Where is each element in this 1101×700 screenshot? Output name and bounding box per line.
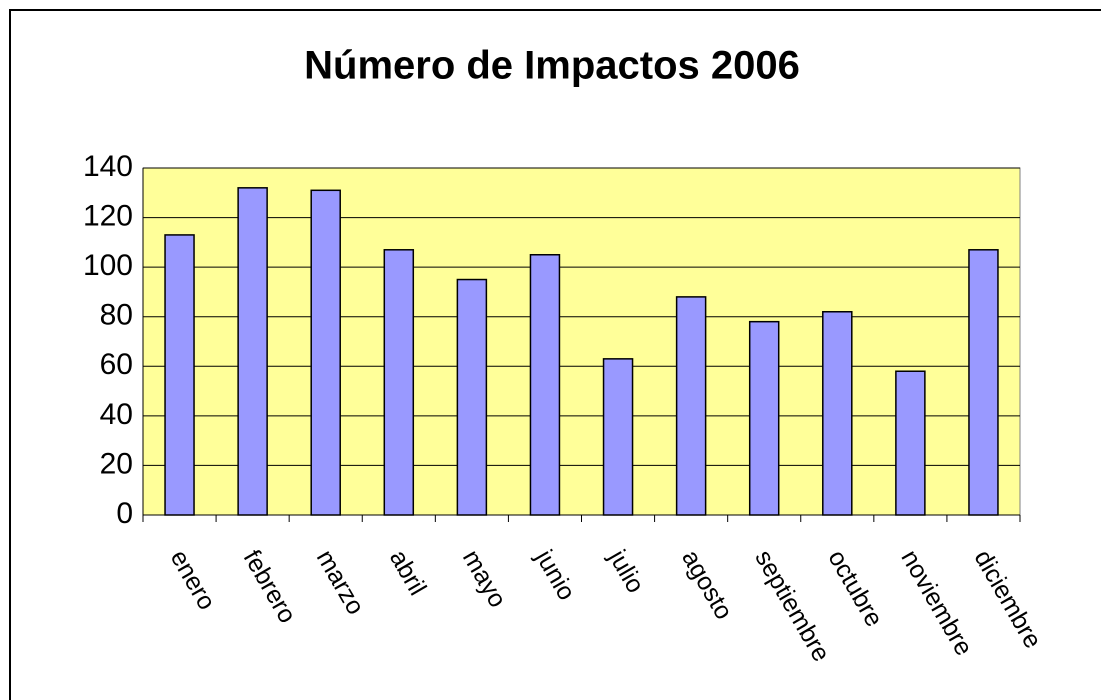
bar <box>237 187 268 516</box>
plot-area <box>142 167 1021 516</box>
y-tick-label: 40 <box>100 398 133 431</box>
bar <box>822 311 853 516</box>
bar <box>456 278 488 516</box>
y-tick-label: 120 <box>83 199 133 232</box>
chart-title: Número de Impactos 2006 <box>304 44 800 88</box>
y-tick-label: 100 <box>83 249 133 282</box>
bar <box>383 249 415 516</box>
bar <box>748 320 780 516</box>
y-tick-label: 20 <box>100 447 133 480</box>
y-tick-label: 140 <box>83 150 133 183</box>
y-tick-label: 60 <box>100 348 133 381</box>
bar <box>602 358 634 516</box>
bar <box>895 370 926 516</box>
bar <box>675 296 707 516</box>
bar <box>310 189 341 516</box>
bar <box>529 254 561 516</box>
bar <box>164 234 195 516</box>
bar <box>968 249 999 516</box>
y-tick-label: 80 <box>100 299 133 332</box>
y-tick-label: 0 <box>116 497 133 530</box>
